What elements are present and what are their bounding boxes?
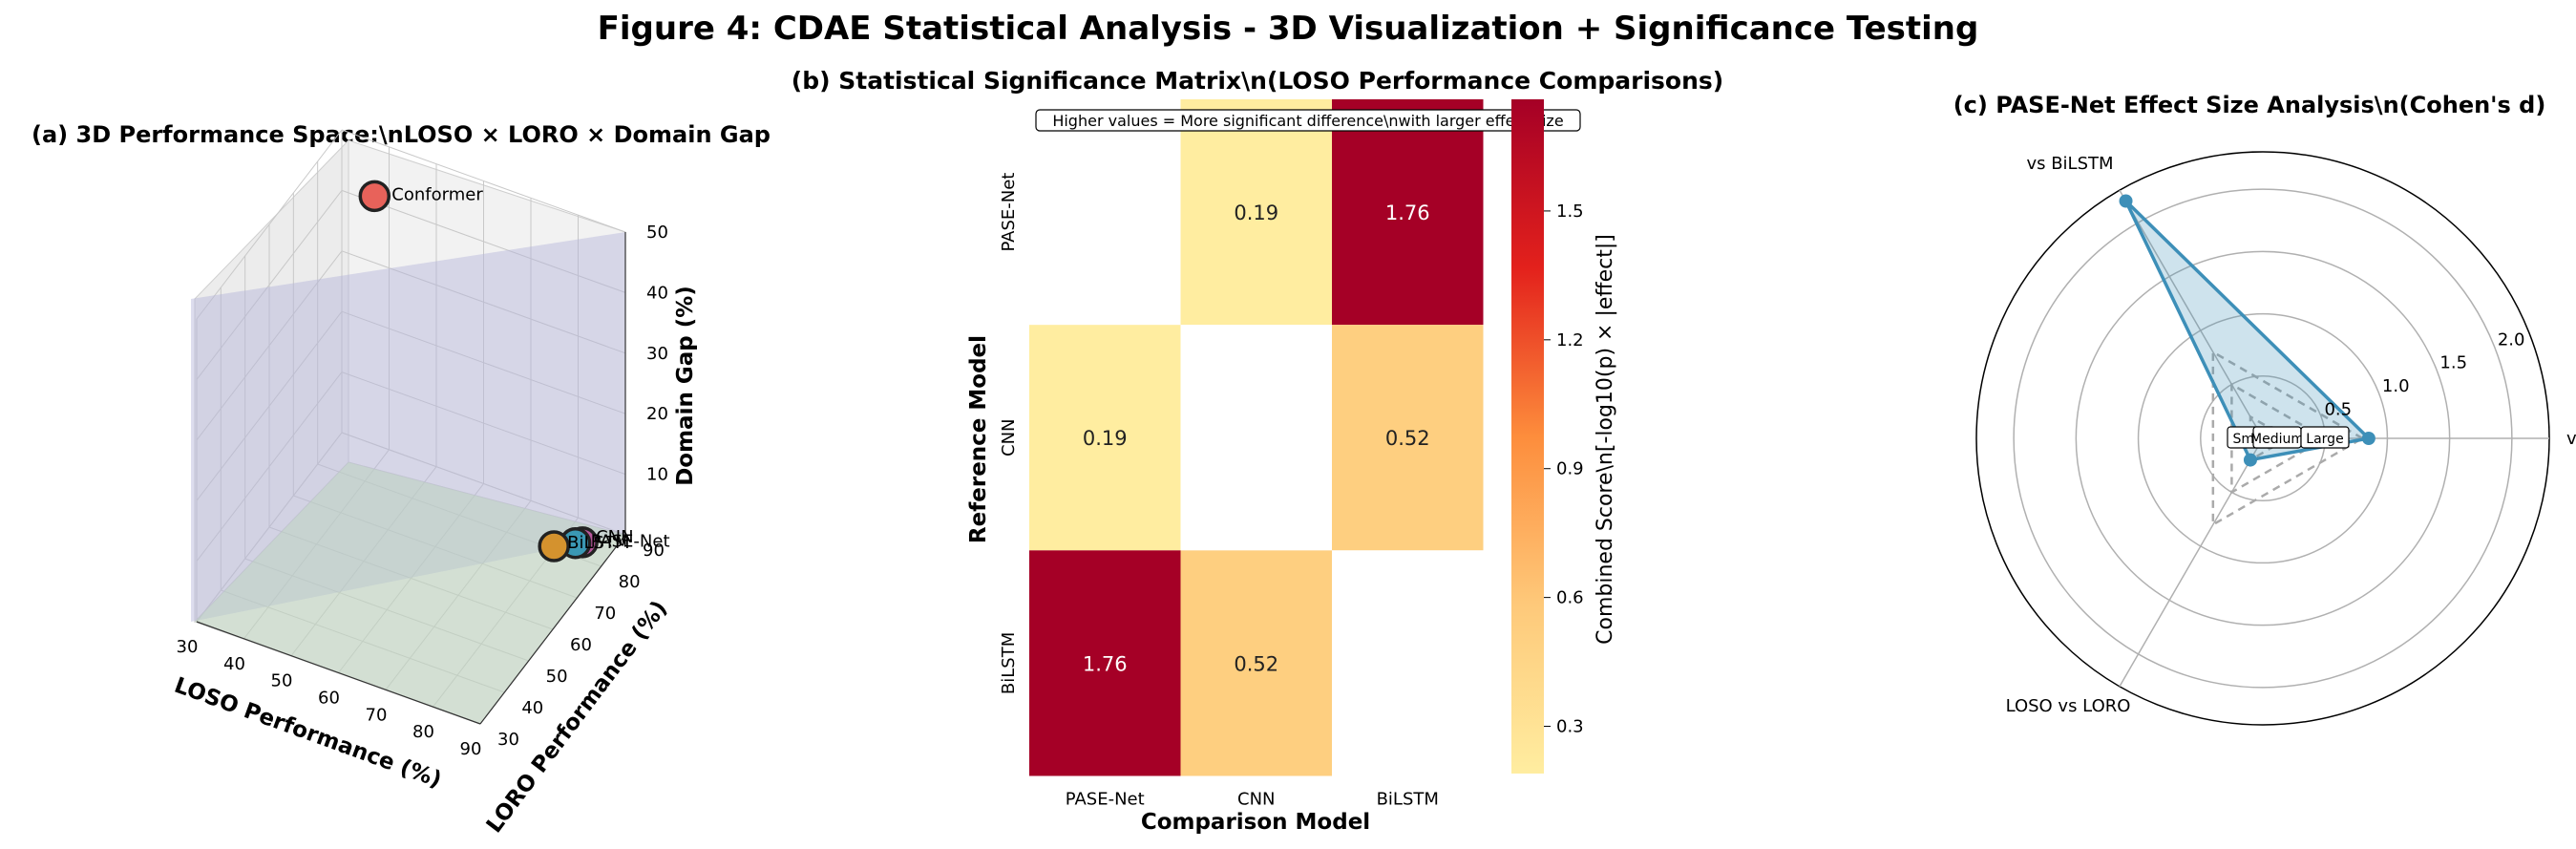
panel-a-3d-scatter: (a) 3D Performance Space:\nLOSO × LORO ×…: [32, 121, 771, 838]
radar-radial-tick: 2.0: [2498, 329, 2525, 350]
colorbar-tick-label: 1.2: [1556, 330, 1584, 350]
y-tick-label: 70: [594, 604, 616, 624]
heatmap-col-label: BiLSTM: [1377, 789, 1439, 809]
reference-label-text: Large: [2306, 432, 2343, 447]
colorbar-tick-label: 0.6: [1556, 588, 1584, 608]
heatmap-cell: [1180, 550, 1332, 776]
heatmap-tick-labels: PASE-Net CNN BiLSTM PASE-Net CNN BiLSTM: [999, 173, 1439, 810]
panel-a-title: (a) 3D Performance Space:\nLOSO × LORO ×…: [32, 121, 771, 148]
panel-c-title: (c) PASE-Net Effect Size Analysis\n(Cohe…: [1953, 92, 2546, 118]
z-tick-label: 40: [646, 283, 668, 303]
y-tick-label: 40: [521, 698, 543, 718]
point-label-bilstm: BiLSTM: [567, 533, 629, 553]
z-axis-label: Domain Gap (%): [673, 286, 698, 486]
figure-title: Figure 4: CDAE Statistical Analysis - 3D…: [598, 10, 1979, 48]
heatmap-cell-empty: [1332, 550, 1484, 776]
colorbar-tick-label: 0.3: [1556, 717, 1584, 737]
heatmap-cell: [1029, 550, 1181, 776]
y-tick-label: 80: [619, 572, 641, 592]
heatmap-cell-value: 1.76: [1083, 652, 1128, 675]
heatmap-cell: [1332, 99, 1484, 326]
heatmap-cell: [1029, 325, 1181, 551]
panel-c-radar: (c) PASE-Net Effect Size Analysis\n(Cohe…: [1953, 92, 2576, 726]
reference-label-text: Medium: [2250, 432, 2304, 447]
x-tick-label: 30: [177, 637, 199, 657]
y-tick-label: 50: [546, 667, 568, 687]
panel-b-title: (b) Statistical Significance Matrix\n(LO…: [792, 67, 1723, 95]
colorbar-ticks: 0.3 0.6 0.9 1.2 1.5: [1544, 202, 1584, 737]
annotation-text: Higher values = More significant differe…: [1052, 112, 1563, 130]
y-tick-label: 90: [643, 541, 665, 561]
colorbar-tick-label: 0.9: [1556, 459, 1584, 479]
z-tick-label: 30: [646, 344, 668, 364]
radar-spoke: [2119, 189, 2264, 439]
heatmap-row-label: PASE-Net: [999, 173, 1019, 252]
point-bilstm: [538, 530, 570, 562]
heatmap-y-label: Reference Model: [966, 335, 991, 543]
radar-radial-tick: 1.0: [2382, 376, 2410, 396]
point-conformer: [358, 180, 391, 213]
heatmap-cell-value: 0.19: [1234, 202, 1278, 224]
y-axis-line: [479, 534, 626, 725]
radar-series-point: [2243, 453, 2257, 467]
radar-axis-label: vs CNN: [2566, 429, 2576, 449]
radar-series-point: [2361, 432, 2375, 445]
reference-ring: [2211, 350, 2365, 527]
colorbar-tick-label: 1.5: [1556, 202, 1584, 222]
domain-gap-plane: [191, 232, 625, 622]
panel-b-heatmap: (b) Statistical Significance Matrix\n(LO…: [792, 67, 1723, 835]
heatmap-row-label: CNN: [999, 418, 1019, 456]
radar-spoke: [2119, 437, 2264, 688]
radar-series-area: [2123, 200, 2373, 462]
annotation-box: [1035, 109, 1581, 132]
heatmap-cell: [1332, 325, 1484, 551]
x-tick-label: 90: [460, 739, 482, 759]
reference-ring: [2249, 414, 2291, 462]
heatmap-row-label: BiLSTM: [999, 632, 1019, 694]
heatmap-cell-empty: [1029, 99, 1181, 326]
z-tick-label: 50: [646, 223, 668, 243]
heatmap-cell-value: 0.19: [1083, 427, 1128, 450]
heatmap-cell-value: 1.76: [1385, 202, 1430, 224]
y-tick-label: 30: [497, 730, 519, 750]
point-label-cnn: CNN: [596, 527, 634, 547]
radar-series-point: [2119, 194, 2133, 208]
heatmap-cells: 0.19 1.76 0.19 0.52 1.76 0.52: [1029, 99, 1484, 776]
z-tick-label: 20: [646, 404, 668, 424]
x-tick-label: 60: [318, 689, 340, 709]
radar-radial-tick: 0.5: [2324, 400, 2352, 420]
x-tick-label: 40: [223, 654, 245, 674]
point-label-conformer: Conformer: [391, 184, 483, 204]
heatmap-col-label: PASE-Net: [1066, 789, 1145, 809]
radar-radial-tick: 1.5: [2439, 353, 2467, 373]
radar-axis-label: vs BiLSTM: [2026, 154, 2113, 174]
z-tick-label: 10: [646, 465, 668, 485]
point-label-pase-net: PASE-Net: [591, 532, 670, 552]
radar-axis-label: LOSO vs LORO: [2006, 696, 2131, 716]
x-axis-line: [196, 621, 481, 725]
heatmap-cell-empty: [1180, 325, 1332, 551]
colorbar-label: Combined Score\n[-log10(p) × |effect|]: [1594, 234, 1617, 645]
colorbar: [1511, 99, 1544, 774]
reference-label-box: [2300, 426, 2350, 449]
y-tick-label: 60: [570, 635, 592, 655]
heatmap-col-label: CNN: [1237, 789, 1276, 809]
heatmap-cell-value: 0.52: [1385, 427, 1430, 450]
x-tick-label: 70: [366, 705, 388, 725]
x-tick-label: 80: [412, 722, 434, 742]
floor-plane: [195, 462, 625, 724]
heatmap-x-label: Comparison Model: [1141, 810, 1370, 835]
heatmap-cell-value: 0.52: [1234, 652, 1278, 675]
heatmap-cell: [1180, 99, 1332, 326]
x-tick-label: 50: [271, 671, 293, 691]
